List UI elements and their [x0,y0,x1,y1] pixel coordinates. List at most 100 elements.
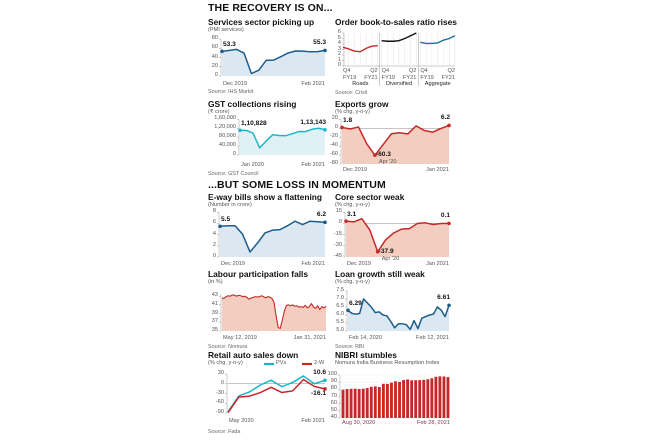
services-subtitle: (PMI services) [208,26,244,33]
core-point-marker [447,221,451,226]
gst-ytick: 0 [232,151,236,157]
loan-line [347,298,450,331]
nibri-bar [349,388,353,418]
eway-xlabel-start: Dec 2019 [221,261,245,267]
exports-ytick: -60 [329,151,338,158]
retail-source: Source: Fada [208,429,241,435]
exports-label-first: 1.8 [343,116,353,124]
loan-point-marker [346,308,350,313]
nibri-bar [430,378,434,418]
eway-point-marker [323,220,327,225]
nibri-bar [422,379,426,418]
gst-line [239,127,326,149]
gst-subtitle: (₹ crore) [208,108,230,115]
services-source: Source: IHS Markit [208,89,254,95]
loan-ytick: 7.5 [336,287,344,293]
orderbook-line-roads [342,44,378,53]
labour-ytick: 41 [211,300,218,307]
heading-recovery: THE RECOVERY IS ON... [208,2,333,14]
nibri-ytick: 100 [327,371,337,377]
core-label-first: 3.1 [347,210,357,218]
gst-area-fill [240,128,325,155]
exports-xlabel-end: Jan 2021 [425,167,449,173]
gst-label-first: 1,10,828 [241,119,267,127]
gst-title: GST collections rising [208,99,297,109]
loan-point-marker [447,303,451,308]
gst-point-marker [238,128,242,133]
core-line [345,217,450,253]
gst-label-last: 1,13,143 [300,118,326,126]
retail-xlabel-start: May 2020 [229,418,254,424]
nibri-bar [414,380,418,418]
loan-ytick: 5.5 [336,319,344,325]
nibri-bar [418,380,422,418]
nibri-bar [381,383,385,418]
labour-subtitle: (in %) [208,278,223,285]
retail-ytick: -60 [215,399,224,406]
nibri-bar [377,387,381,418]
orderbook-ytick: 2 [337,51,341,57]
services-point-marker [323,48,327,53]
exports-subtitle: (% chg, y-o-y) [335,108,370,115]
labour-source: Source: Nomura [208,344,248,350]
loan-source: Source: RBI [335,344,365,350]
services-ytick: 0 [214,72,218,78]
labour-area-fill [222,294,326,331]
orderbook-line-aggregate [420,35,456,45]
orderbook-ytick: 3 [337,45,341,52]
orderbook-line-diversified [381,32,417,42]
core-title: Core sector weak [335,192,405,202]
nibri-bar [386,383,389,418]
services-label-first: 53.3 [223,40,236,48]
retail-xlabel-end: Feb 2021 [301,418,325,424]
core-subtitle: (% chg, y-o-y) [335,201,370,208]
retail-ytick: -30 [215,389,224,396]
nibri-subtitle: Nomura India Business Resumption Index [335,359,440,366]
services-ytick: 80 [211,35,218,41]
eway-line [219,220,326,253]
core-ytick: -30 [333,241,342,248]
heading-momentum: ...BUT SOME LOSS IN MOMENTUM [208,179,386,191]
nibri-bar [390,382,393,418]
eway-ytick: 8 [212,208,216,215]
core-point-marker [344,219,348,223]
exports-ytick: 0 [334,124,338,131]
exports-label-min: -60.3 [375,151,391,159]
nibri-bar [373,386,377,418]
exports-point-marker [340,125,344,130]
retail-subtitle: (% chg, y-o-y) [208,359,243,366]
exports-label-last: 6.2 [440,114,450,122]
core-label-last: 0.1 [440,212,450,220]
gst-ytick: 1,20,000 [214,124,236,131]
retail-legend-label: PVs [276,360,287,366]
loan-ytick: 5.0 [336,327,344,333]
nibri-bar [353,388,357,418]
eway-point-marker [218,224,222,229]
nibri-ytick: 80 [330,385,337,392]
orderbook-ytick: 6 [337,29,341,35]
exports-point-marker [447,123,451,128]
loan-ytick: 6.0 [336,311,344,317]
eway-ytick: 0 [212,253,216,259]
nibri-bar [345,389,349,418]
exports-xlabel-start: Dec 2019 [343,167,367,173]
core-ytick: -45 [333,253,342,259]
gst-source: Source: GST Council [208,171,259,177]
nibri-bar [394,381,397,418]
nibri-bar [361,388,365,418]
loan-title: Loan growth still weak [335,269,425,279]
services-ytick: 60 [211,44,218,51]
eway-area-fill [220,221,325,257]
labour-line [221,294,327,329]
services-area-fill [222,49,325,76]
gst-point-marker [323,127,327,132]
orderbook-xlabel: Q2 FY21 [364,68,378,81]
retail-title: Retail auto sales down [208,350,299,360]
retail-label-last: 10.6 [313,369,326,377]
retail-label-last: -16.1 [310,390,326,398]
core-point-marker [375,249,380,254]
eway-ytick: 6 [212,219,216,226]
loan-area-fill [348,299,449,331]
exports-area-fill [342,125,449,164]
nibri-bar [446,377,450,418]
